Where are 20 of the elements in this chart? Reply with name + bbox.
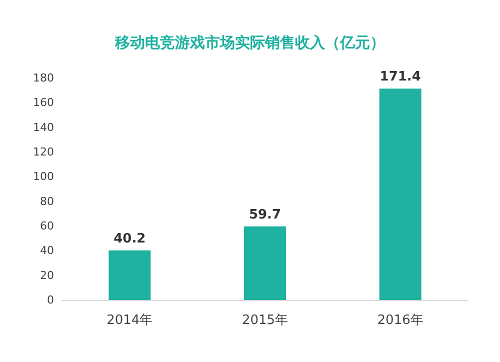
x-tick-label: 2014年 (106, 313, 153, 328)
data-label: 171.4 (380, 70, 421, 85)
y-tick-label: 80 (40, 194, 54, 208)
chart-title: 移动电竞游戏市场实际销售收入（亿元） (114, 34, 385, 52)
bar (108, 250, 151, 300)
y-tick-label: 20 (40, 268, 54, 282)
y-tick-label: 160 (33, 96, 54, 110)
bar (379, 88, 422, 300)
y-tick-label: 140 (33, 120, 54, 134)
y-tick-label: 40 (40, 244, 54, 258)
y-tick-label: 0 (47, 294, 54, 306)
data-label: 59.7 (248, 207, 282, 222)
y-tick-label: 120 (33, 146, 54, 158)
y-tick-label: 180 (33, 72, 54, 84)
y-tick-label: 100 (33, 170, 54, 184)
y-tick-label: 60 (40, 220, 54, 232)
x-tick-label: 2016年 (377, 313, 424, 328)
data-label: 40.2 (114, 231, 146, 246)
bar (244, 226, 286, 300)
x-tick-label: 2015年 (242, 313, 288, 328)
